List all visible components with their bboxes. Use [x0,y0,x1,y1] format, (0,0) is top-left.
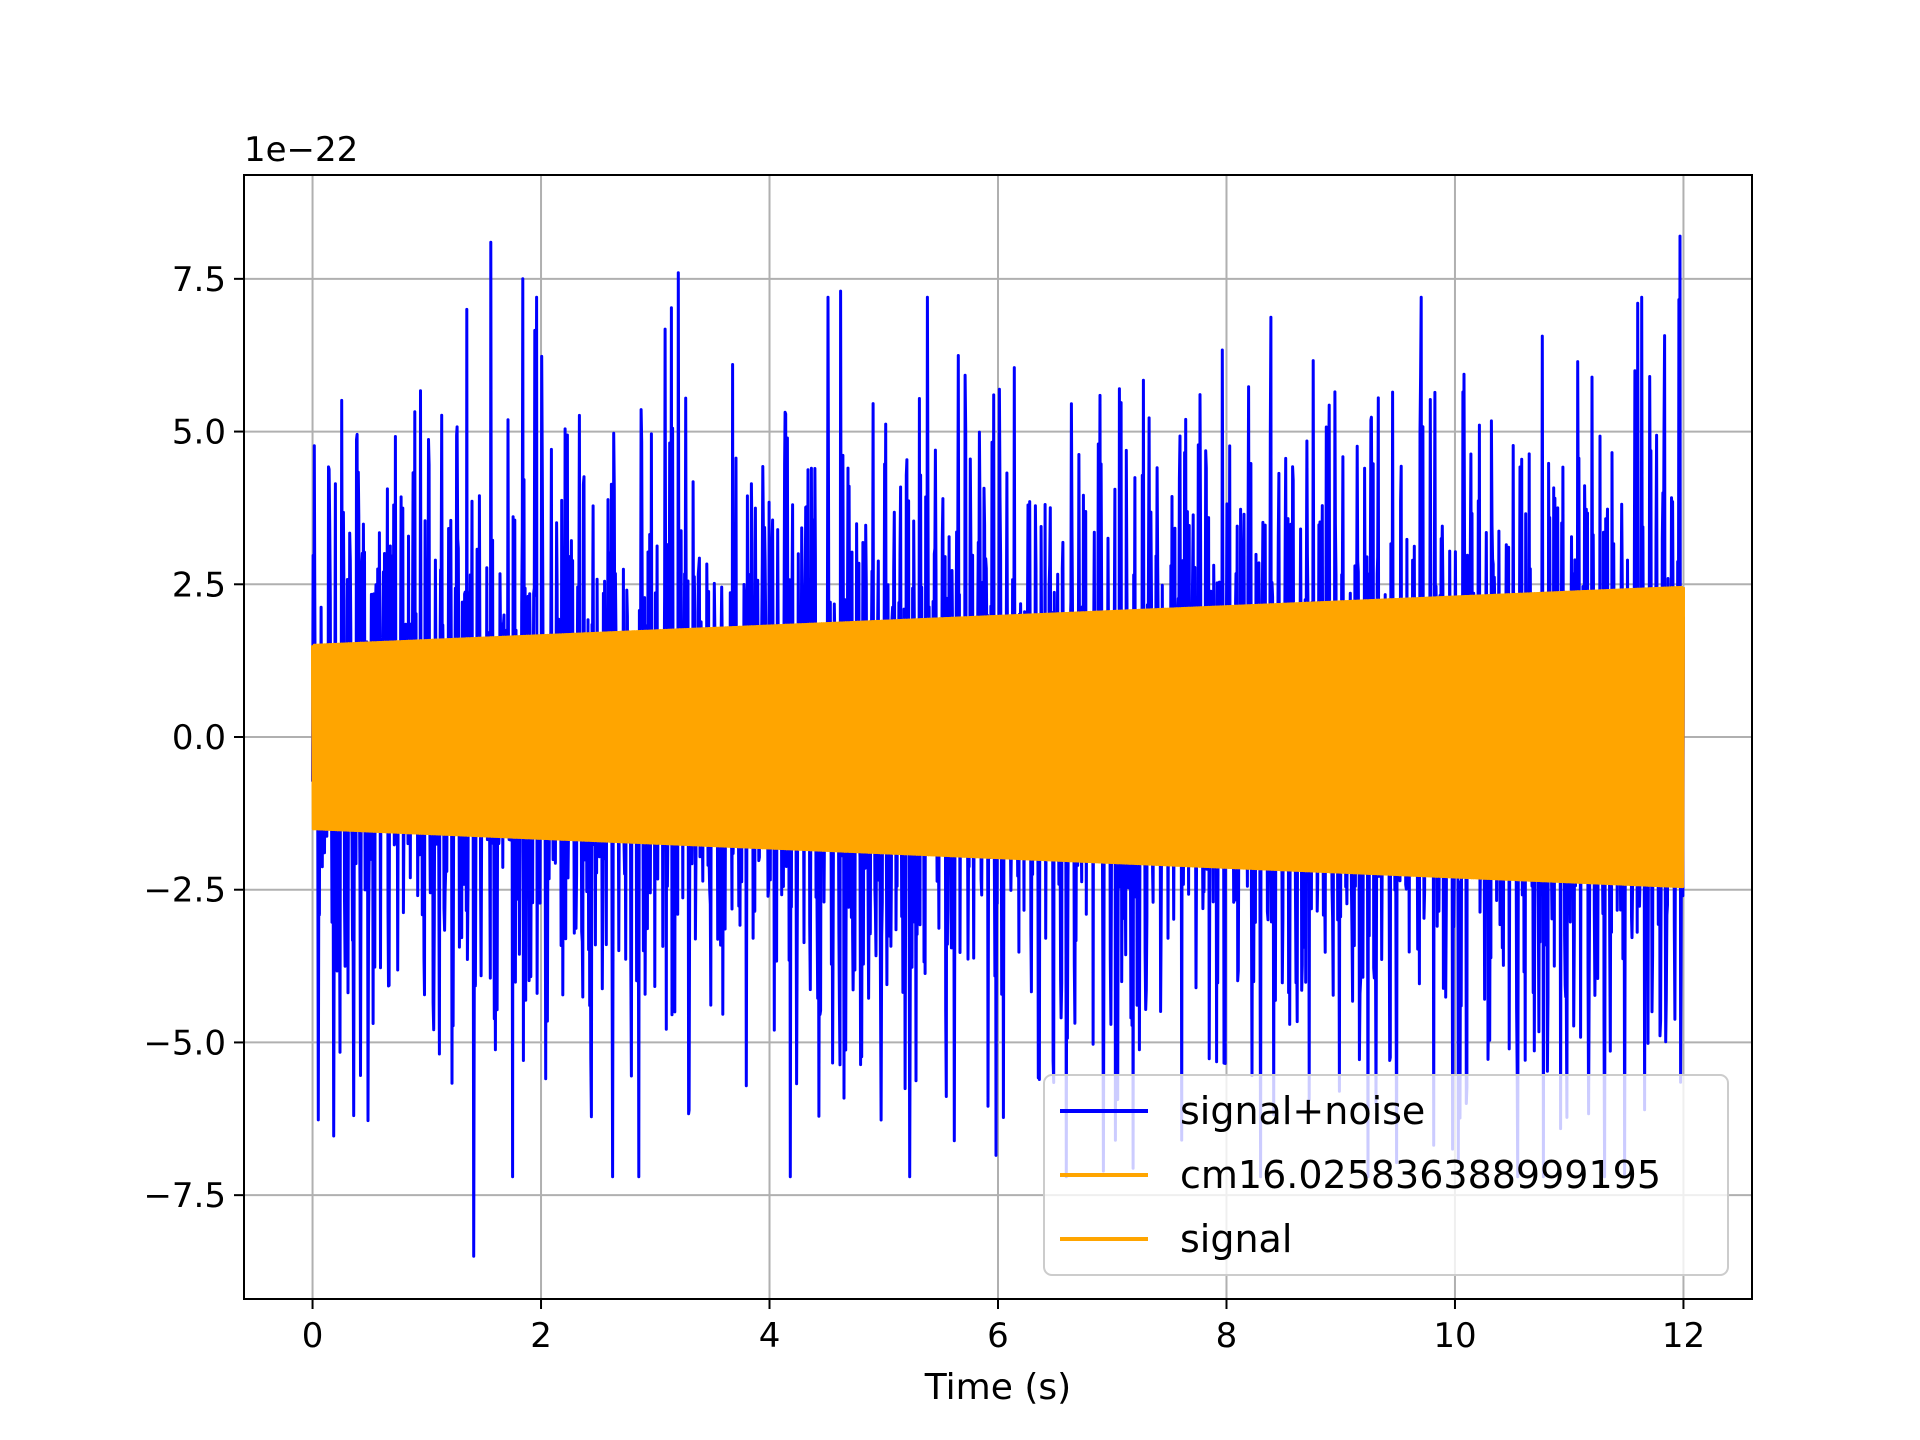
x-tick-label: 0 [302,1316,324,1356]
x-tick-label: 2 [530,1316,552,1356]
ticks: 0 2 4 6 8 10 12 −7.5 −5.0 −2.5 0.0 2.5 5.0 7.5 [143,260,1705,1356]
legend-entry-label: cm16.025836388999195 [1180,1153,1661,1197]
legend-box [1043,1074,1729,1276]
x-tick-label: 6 [987,1316,1009,1356]
x-tick-label: 8 [1216,1316,1238,1356]
legend-entry-label: signal+noise [1180,1089,1425,1133]
y-offset-text: 1e−22 [244,130,358,170]
y-tick-label: −2.5 [143,871,226,911]
y-tick-label: 2.5 [172,565,226,605]
y-tick-label: 0.0 [172,718,226,758]
y-tick-label: 7.5 [172,260,226,300]
x-tick-label: 4 [759,1316,781,1356]
y-tick-label: −5.0 [143,1023,226,1063]
x-tick-label: 10 [1433,1316,1476,1356]
y-tick-label: 5.0 [172,413,226,453]
legend: signal+noise cm16.025836388999195 signal [1043,1074,1729,1276]
legend-entry-label: signal [1180,1217,1292,1261]
x-tick-label: 12 [1662,1316,1705,1356]
y-tick-label: −7.5 [143,1176,226,1216]
series-signal-line [311,585,1685,889]
x-axis-label: Time (s) [924,1367,1071,1408]
plot-area [311,234,1685,1258]
